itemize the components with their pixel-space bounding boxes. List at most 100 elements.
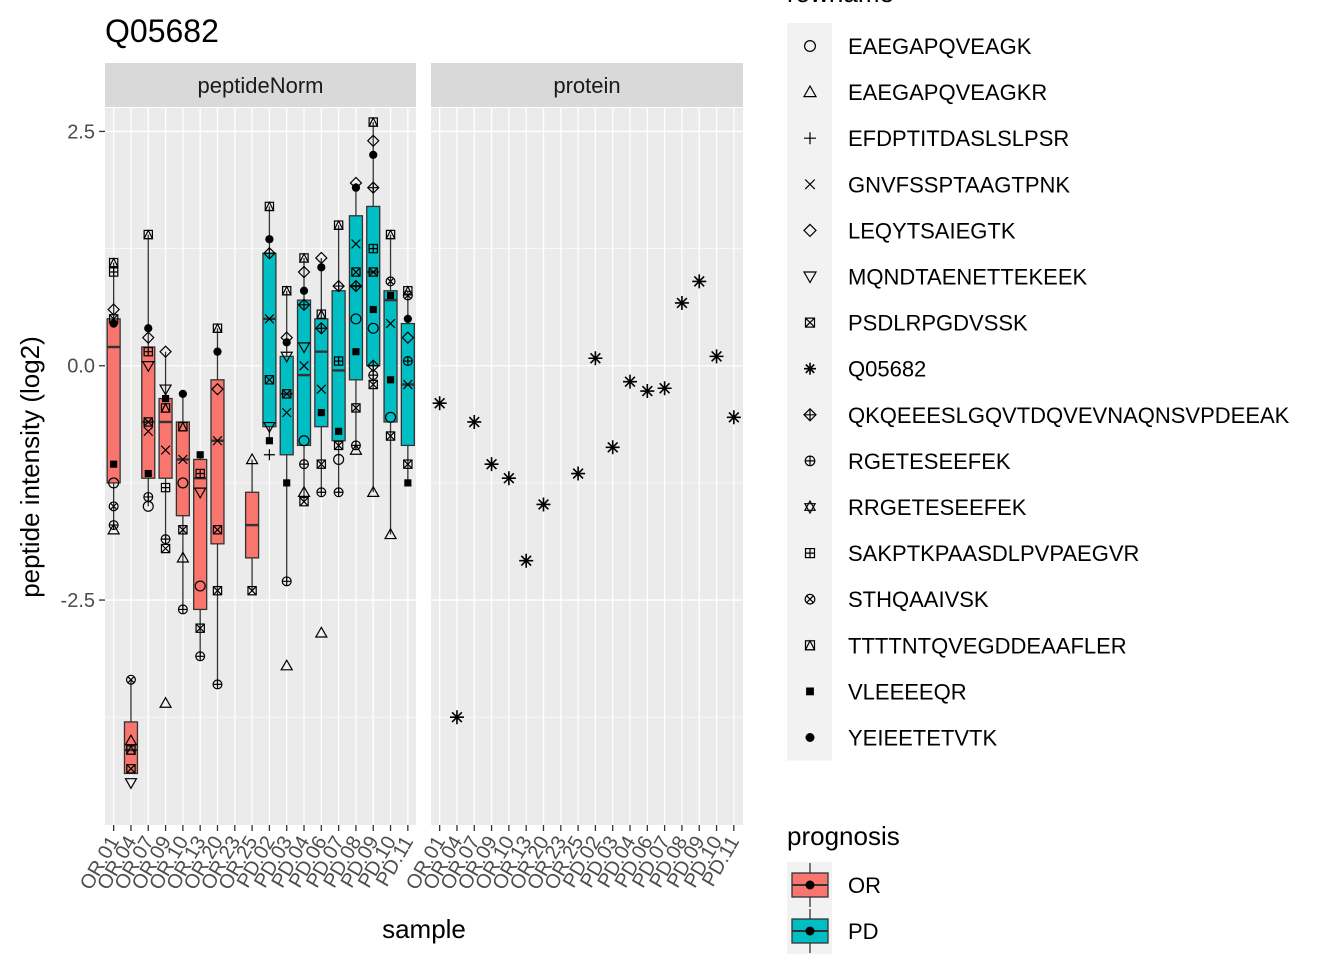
legend-rowname-entry: PSDLRPGDVSSK (787, 299, 1028, 346)
peptide-point (298, 252, 310, 263)
marker-square (368, 267, 378, 277)
marker-square (126, 764, 136, 774)
marker-cross (264, 314, 275, 324)
peptide-point (109, 319, 118, 328)
peptide-point (159, 384, 173, 396)
marker-plus (263, 247, 275, 259)
panel-protein-background (431, 108, 743, 825)
marker-circle (298, 435, 310, 447)
legend-key-asterisk (804, 362, 816, 375)
marker-triangle-down (280, 351, 294, 364)
legend-key-background (787, 484, 832, 530)
peptide-point (125, 674, 136, 685)
marker-square (385, 431, 396, 441)
protein-point (571, 466, 586, 481)
marker-asterisk (501, 471, 516, 486)
marker-cross (805, 317, 815, 328)
marker-dot (144, 324, 153, 333)
peptide-point (299, 459, 310, 470)
marker-plus (333, 280, 345, 292)
box-body (366, 205, 381, 367)
marker-cross (126, 764, 136, 774)
legend-rowname-label: STHQAAIVSK (848, 587, 989, 612)
marker-circle (367, 322, 379, 334)
marker-plus (144, 347, 153, 356)
marker-cross (282, 389, 292, 399)
marker-triangle-down (124, 778, 138, 790)
peptide-point (385, 229, 396, 240)
marker-square-filled (369, 305, 377, 314)
marker-plus (161, 483, 170, 492)
peptide-point (349, 279, 363, 293)
box-or-25 (244, 459, 260, 591)
marker-triangle-down (159, 384, 173, 396)
marker-dot (369, 150, 378, 159)
peptide-point (299, 360, 309, 371)
peptide-point (213, 347, 222, 356)
peptide-point (401, 331, 415, 344)
marker-plus (804, 132, 816, 145)
y-tick-label: -2.5 (61, 590, 95, 612)
peptide-point (110, 460, 118, 468)
marker-plus (213, 680, 222, 689)
marker-triangle (160, 402, 171, 413)
peptide-point (245, 452, 259, 465)
marker-asterisk (588, 351, 603, 366)
marker-cross (143, 426, 154, 437)
peptide-point (386, 291, 395, 300)
marker-triangle (143, 229, 154, 240)
panel-peptidenorm-background (105, 108, 416, 825)
legend-rowname-label: LEQYTSAIEGTK (848, 218, 1016, 243)
legend-rowname-entry: YEIEETETVTK (787, 714, 997, 761)
marker-circle (384, 411, 397, 423)
peptide-point (316, 459, 327, 469)
legend-rowname-label: EFDPTITDASLSLPSR (848, 126, 1069, 151)
legend-key-triangles-up-down (803, 499, 817, 515)
marker-square-filled (386, 291, 395, 300)
marker-cross (316, 459, 326, 469)
peptide-point (280, 351, 294, 364)
marker-dot (805, 733, 815, 742)
peptide-point (283, 479, 291, 487)
peptide-point (351, 239, 361, 249)
peptide-point (125, 744, 137, 755)
peptide-point (281, 576, 292, 587)
legend-prognosis-label: PD (848, 919, 879, 944)
peptide-point (403, 459, 413, 469)
marker-dot (351, 183, 361, 192)
panel-peptidenorm-strip (105, 63, 416, 107)
marker-triangle (316, 308, 327, 319)
legend-rowname-label: EAEGAPQVEAGKR (848, 80, 1047, 105)
marker-square (316, 459, 327, 469)
legend-rowname-entry: Q05682 (787, 345, 926, 392)
peptide-point (141, 361, 155, 373)
marker-circle (125, 674, 136, 685)
marker-asterisk (709, 349, 724, 364)
peptide-point (333, 487, 344, 498)
legend-rowname-label: EAEGAPQVEAGK (848, 34, 1032, 59)
peptide-point (333, 440, 344, 451)
peptide-point (263, 246, 276, 260)
marker-triangle (108, 257, 119, 268)
marker-triangle (349, 443, 363, 455)
peptide-point (297, 485, 311, 497)
marker-plus (805, 456, 815, 466)
marker-cross (806, 595, 814, 603)
protein-point (726, 410, 741, 425)
peptide-point (351, 403, 361, 413)
marker-cross (195, 623, 205, 633)
peptide-point (384, 527, 398, 540)
marker-asterisk (726, 410, 741, 425)
marker-cross (161, 543, 171, 554)
marker-circle (803, 39, 816, 52)
marker-cross (387, 277, 395, 285)
legend-rowname-entry: SAKPTKPAASDLPVPAEGVR (787, 530, 1139, 577)
marker-square (351, 403, 361, 413)
protein-point (588, 351, 603, 366)
protein-point (692, 274, 707, 289)
marker-plus (298, 299, 310, 311)
peptide-point (350, 313, 362, 325)
box-or-09 (158, 351, 173, 540)
marker-cross (212, 435, 223, 446)
peptide-point (108, 477, 120, 489)
